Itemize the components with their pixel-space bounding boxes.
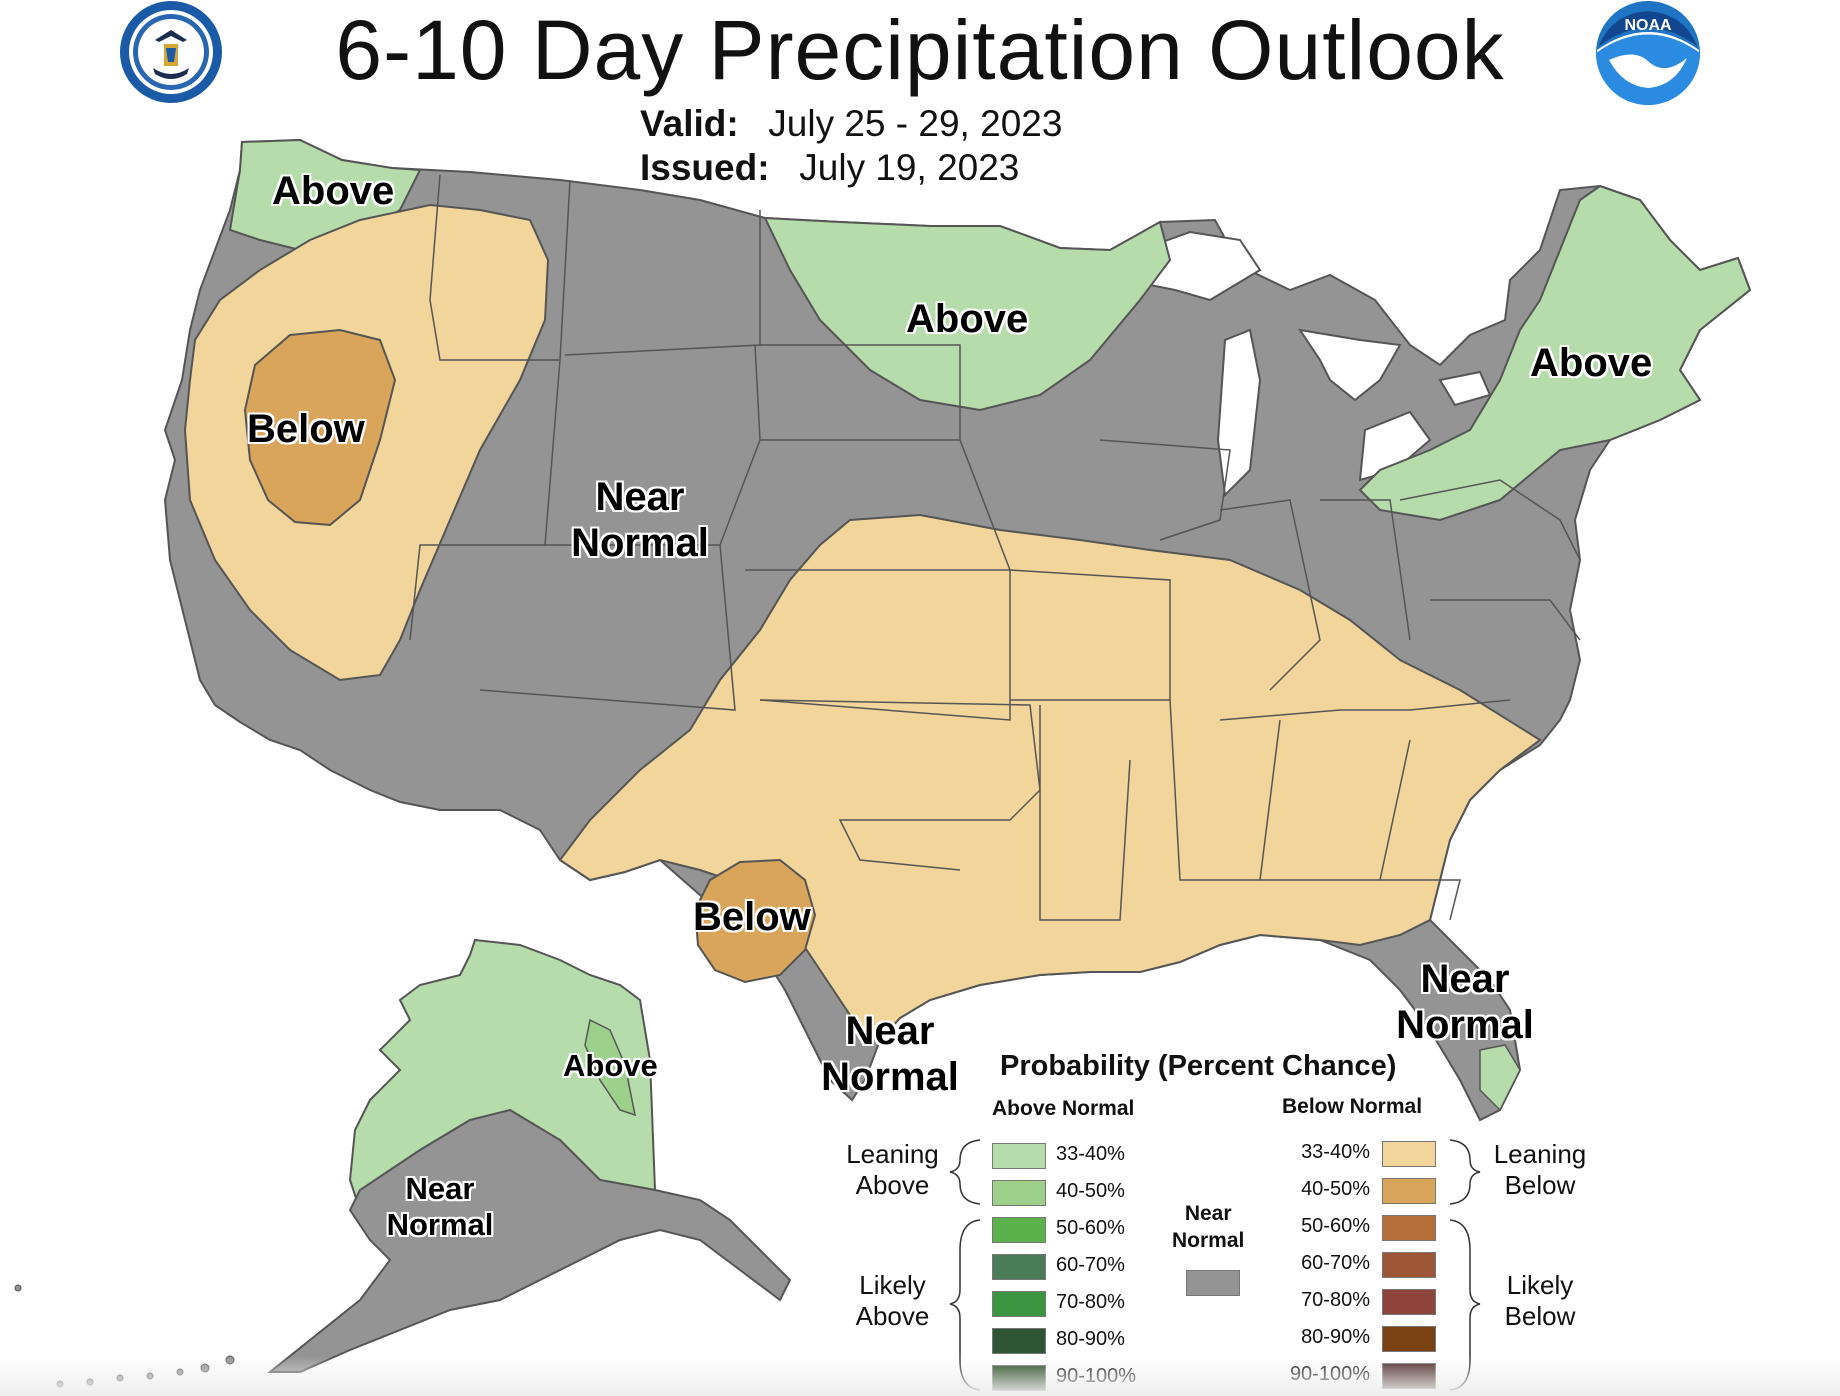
legend-range-label: 50-60% [1056, 1217, 1125, 1239]
legend-range-label: 33-40% [1056, 1143, 1125, 1165]
legend-swatch [1382, 1215, 1436, 1241]
alaska-near-normal-area [267, 1108, 792, 1373]
west-below-core-area [243, 328, 397, 527]
legend-above-header: Above Normal [992, 1097, 1135, 1120]
noaa-logo-text: NOAA [1624, 17, 1672, 34]
valid-row: Valid: July 25 - 29, 2023 [640, 102, 1062, 146]
map-label-nw-above: Above [272, 169, 395, 213]
legend-range-label: 70-80% [1056, 1291, 1125, 1313]
map-label-ak-near-normal: Near Normal [386, 1171, 494, 1242]
issued-row: Issued: July 19, 2023 [640, 146, 1062, 190]
ne-above-area [1358, 184, 1752, 522]
legend-leaning-below-label: Leaning Below [1493, 1139, 1587, 1200]
map-label-west-below: Below [247, 407, 365, 451]
fl-above-area [1479, 1044, 1521, 1112]
legend-range-label: 70-80% [1301, 1289, 1370, 1311]
legend-swatch [992, 1291, 1046, 1317]
legend-swatch [1382, 1141, 1436, 1167]
map-label-ne-above: Above [1530, 341, 1653, 385]
valid-label: Valid: [640, 103, 739, 144]
legend-below-header: Below Normal [1282, 1095, 1423, 1118]
legend-range-label: 40-50% [1301, 1178, 1370, 1200]
alaska-above-core-area [584, 1018, 636, 1117]
legend-swatch [992, 1143, 1046, 1169]
map-label-north-above: Above [906, 297, 1029, 341]
legend-swatch [1382, 1252, 1436, 1278]
legend-range-label: 60-70% [1301, 1252, 1370, 1274]
page-title: 6-10 Day Precipitation Outlook [335, 3, 1505, 97]
bottom-gradient-strip [0, 1356, 1840, 1396]
legend-leaning-above-label: Leaning Above [846, 1139, 939, 1200]
commerce-seal-logo [120, 1, 222, 103]
legend-range-label: 80-90% [1301, 1326, 1370, 1348]
valid-issued-block: Valid: July 25 - 29, 2023 Issued: July 1… [640, 102, 1062, 190]
legend-range-label: 60-70% [1056, 1254, 1125, 1276]
legend-swatch [992, 1217, 1046, 1243]
legend-swatch [1382, 1326, 1436, 1352]
legend-range-label: 80-90% [1056, 1328, 1125, 1350]
issued-label: Issued: [640, 147, 770, 188]
issued-value: July 19, 2023 [799, 147, 1020, 188]
legend-swatch [992, 1328, 1046, 1354]
legend-range-label: 33-40% [1301, 1141, 1370, 1163]
legend-title: Probability (Percent Chance) [1000, 1050, 1397, 1082]
legend-near-normal-label: Near Normal [1172, 1202, 1245, 1252]
map-label-fl-near-normal: Near Normal [1396, 957, 1534, 1047]
map-label-ak-above: Above [563, 1048, 658, 1083]
map-label-interior-near-normal: Near Normal [571, 475, 709, 565]
legend-range-label: 40-50% [1056, 1180, 1125, 1202]
legend-range-label: 50-60% [1301, 1215, 1370, 1237]
legend-likely-above-label: Likely Above [855, 1270, 930, 1331]
state-boundaries [409, 174, 1581, 921]
noaa-logo: NOAA [1596, 1, 1700, 105]
valid-value: July 25 - 29, 2023 [768, 103, 1063, 144]
legend-swatch [992, 1180, 1046, 1206]
legend-swatch [1382, 1289, 1436, 1315]
great-lakes [1138, 230, 1492, 498]
legend-swatch [1382, 1178, 1436, 1204]
legend-swatch [992, 1254, 1046, 1280]
map-label-tx-near-normal: Near Normal [821, 1009, 959, 1099]
legend-likely-below-label: Likely Below [1504, 1270, 1576, 1331]
map-label-tx-below: Below [693, 895, 811, 939]
north-above-area [763, 216, 1172, 412]
legend-near-normal-swatch [1186, 1270, 1240, 1296]
tx-below-core-area [693, 858, 817, 984]
